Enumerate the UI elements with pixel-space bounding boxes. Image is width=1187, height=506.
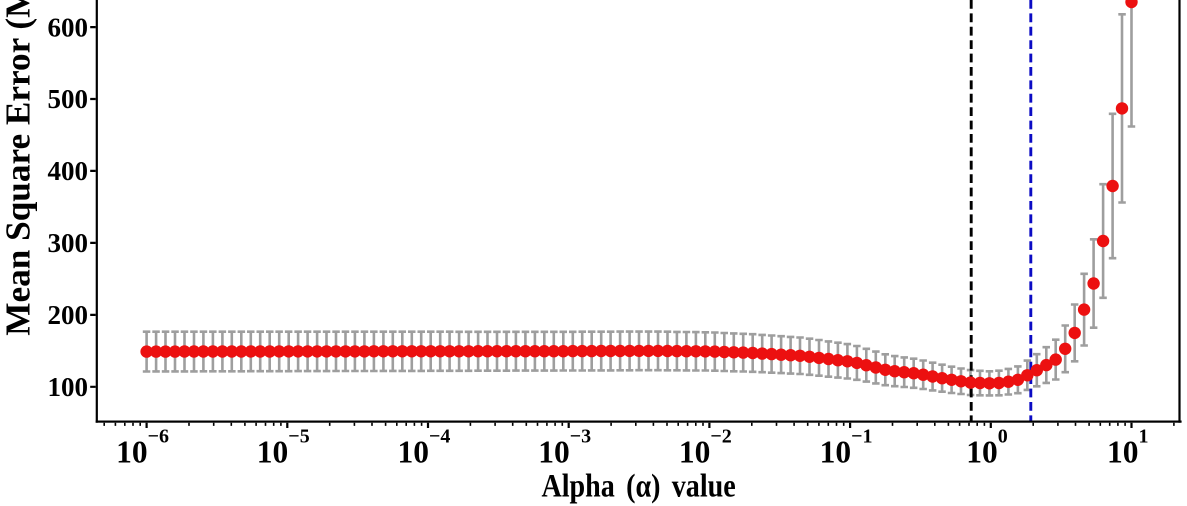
svg-text:100: 100 bbox=[48, 372, 89, 402]
svg-text:600: 600 bbox=[48, 12, 89, 42]
svg-text:200: 200 bbox=[48, 300, 89, 330]
svg-text:400: 400 bbox=[48, 156, 89, 186]
svg-text:300: 300 bbox=[48, 228, 89, 258]
svg-text:500: 500 bbox=[48, 84, 89, 114]
svg-text:Mean Square Error (MSE): Mean Square Error (MSE) bbox=[0, 0, 38, 336]
svg-text:Alpha (α) value: Alpha (α) value bbox=[541, 469, 735, 505]
